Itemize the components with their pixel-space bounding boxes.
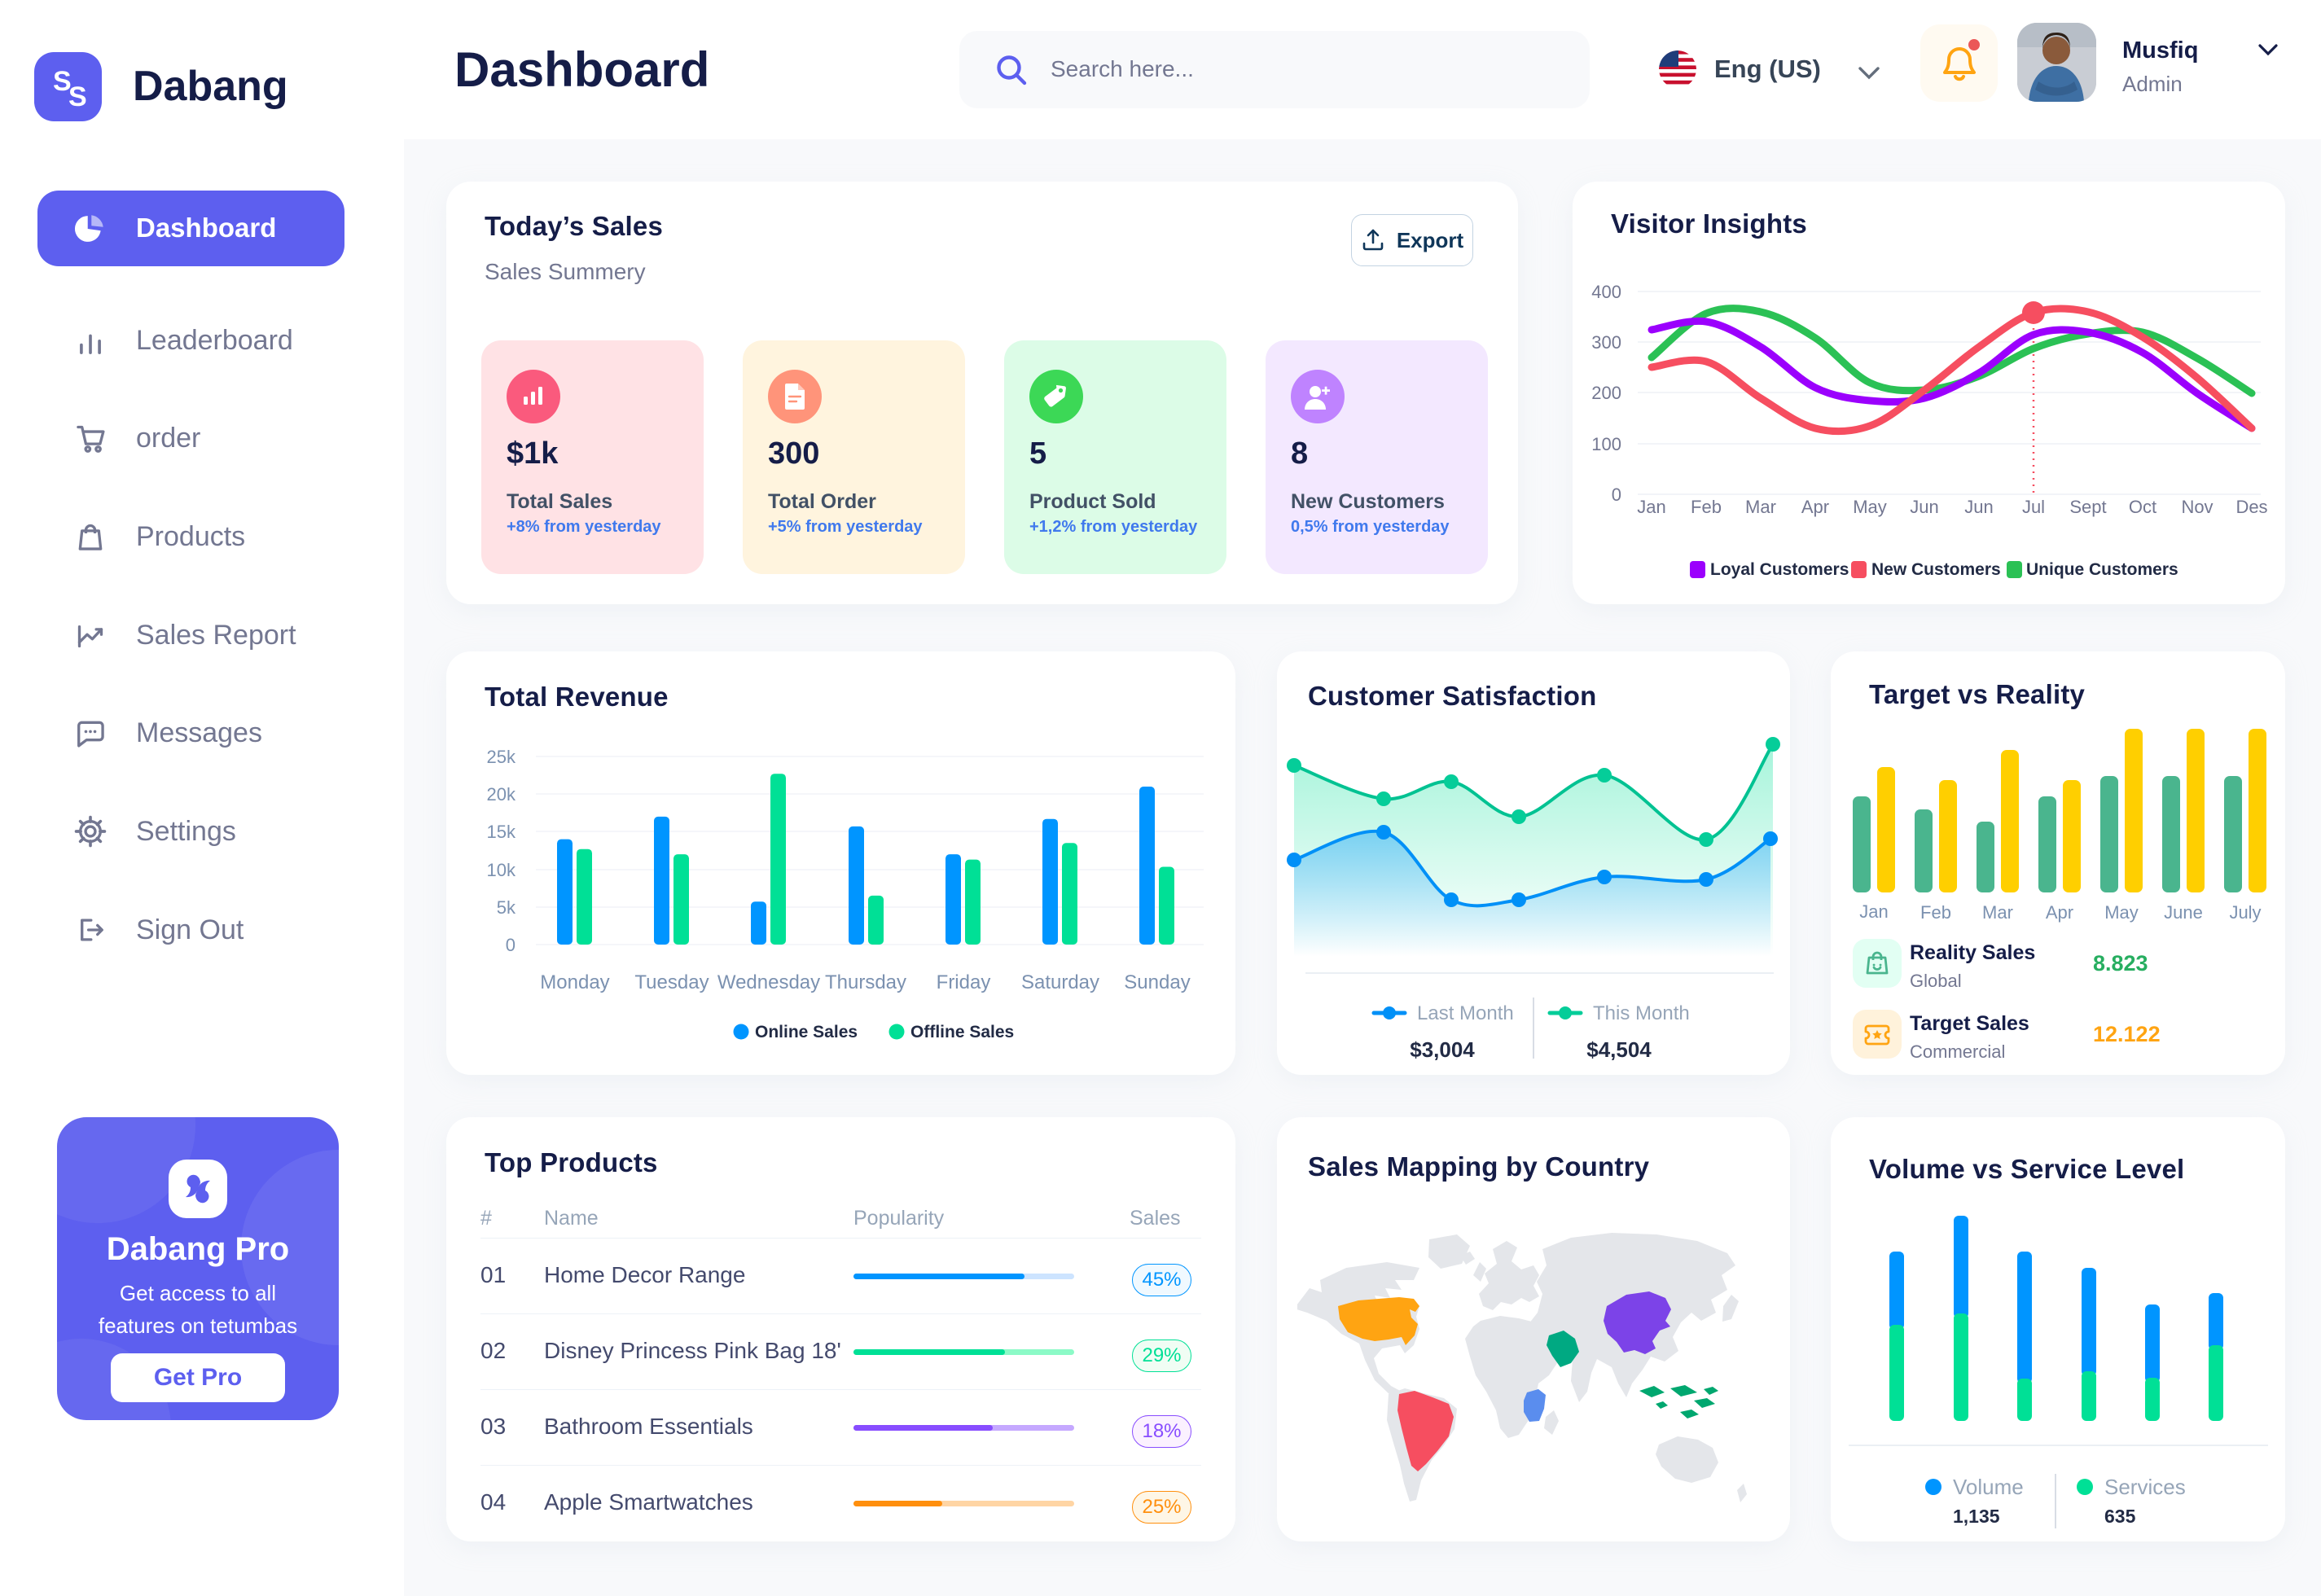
- svg-text:May: May: [2104, 902, 2139, 923]
- svg-text:Saturday: Saturday: [1021, 971, 1099, 993]
- svg-text:Unique Customers: Unique Customers: [2026, 560, 2178, 579]
- svg-text:Sept: Sept: [2069, 497, 2106, 517]
- svg-text:$4,504: $4,504: [1586, 1037, 1652, 1062]
- svg-text:Jan: Jan: [1859, 901, 1888, 922]
- svg-text:S: S: [68, 81, 87, 112]
- svg-text:Sunday: Sunday: [1124, 971, 1190, 993]
- svg-text:$3,004: $3,004: [1410, 1037, 1475, 1062]
- svg-text:Loyal Customers: Loyal Customers: [1710, 560, 1849, 579]
- svg-text:0: 0: [506, 935, 516, 955]
- svg-text:Volume: Volume: [1953, 1475, 2024, 1499]
- svg-text:Mar: Mar: [1745, 497, 1776, 517]
- svg-text:10k: 10k: [487, 860, 516, 880]
- svg-text:Services: Services: [2104, 1475, 2186, 1499]
- svg-text:Des: Des: [2235, 497, 2267, 517]
- svg-text:June: June: [2164, 902, 2203, 923]
- svg-text:200: 200: [1591, 383, 1621, 403]
- svg-text:Mar: Mar: [1982, 902, 2013, 923]
- svg-text:Online Sales: Online Sales: [755, 1023, 858, 1041]
- svg-text:Apr: Apr: [2046, 902, 2073, 923]
- svg-text:25k: 25k: [487, 747, 516, 767]
- svg-text:635: 635: [2104, 1506, 2136, 1527]
- svg-text:Jun: Jun: [1964, 497, 1993, 517]
- svg-text:100: 100: [1591, 434, 1621, 454]
- svg-text:S: S: [53, 66, 72, 97]
- svg-text:Nov: Nov: [2181, 497, 2213, 517]
- svg-text:Oct: Oct: [2129, 497, 2156, 517]
- svg-text:Feb: Feb: [1691, 497, 1722, 517]
- svg-text:Monday: Monday: [540, 971, 609, 993]
- svg-text:20k: 20k: [487, 784, 516, 805]
- svg-text:Tuesday: Tuesday: [634, 971, 709, 993]
- svg-text:0: 0: [1612, 484, 1621, 505]
- svg-text:Thursday: Thursday: [825, 971, 906, 993]
- svg-text:Wednesday: Wednesday: [717, 971, 820, 993]
- svg-text:New Customers: New Customers: [1871, 560, 2001, 579]
- svg-text:15k: 15k: [487, 822, 516, 842]
- svg-text:300: 300: [1591, 332, 1621, 353]
- svg-text:Jul: Jul: [2022, 497, 2045, 517]
- svg-text:July: July: [2229, 902, 2261, 923]
- svg-text:Offline Sales: Offline Sales: [910, 1023, 1014, 1041]
- svg-text:Jun: Jun: [1910, 497, 1938, 517]
- svg-text:Apr: Apr: [1801, 497, 1829, 517]
- svg-text:Last Month: Last Month: [1417, 1002, 1514, 1024]
- svg-text:Jan: Jan: [1637, 497, 1665, 517]
- svg-text:This Month: This Month: [1593, 1002, 1690, 1024]
- svg-text:May: May: [1853, 497, 1887, 517]
- svg-text:Feb: Feb: [1920, 902, 1951, 923]
- svg-text:Friday: Friday: [937, 971, 991, 993]
- svg-text:1,135: 1,135: [1953, 1506, 2000, 1527]
- svg-text:5k: 5k: [497, 897, 516, 918]
- svg-text:400: 400: [1591, 282, 1621, 302]
